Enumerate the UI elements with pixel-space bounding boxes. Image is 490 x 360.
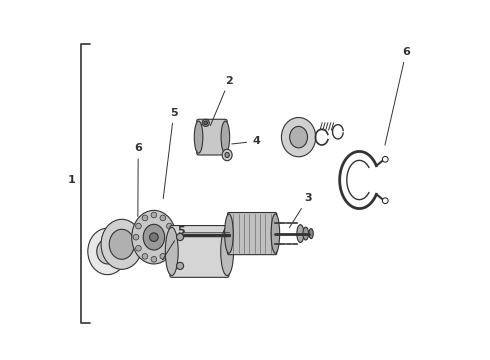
Circle shape — [167, 223, 172, 229]
Circle shape — [133, 234, 139, 240]
Ellipse shape — [220, 227, 234, 275]
Ellipse shape — [309, 229, 313, 239]
Ellipse shape — [222, 149, 232, 161]
Text: 3: 3 — [290, 193, 312, 228]
Circle shape — [160, 253, 166, 259]
Ellipse shape — [225, 153, 229, 157]
Circle shape — [204, 121, 207, 125]
Text: 5: 5 — [163, 226, 185, 260]
Ellipse shape — [194, 121, 203, 153]
Ellipse shape — [88, 228, 127, 275]
Circle shape — [149, 233, 158, 242]
Ellipse shape — [132, 210, 176, 264]
Ellipse shape — [290, 126, 308, 148]
Ellipse shape — [101, 219, 143, 269]
FancyBboxPatch shape — [170, 226, 229, 277]
Circle shape — [151, 212, 157, 218]
Text: 5: 5 — [163, 108, 177, 199]
Text: 2: 2 — [210, 76, 233, 126]
Text: 6: 6 — [134, 143, 142, 216]
Circle shape — [167, 246, 172, 251]
FancyBboxPatch shape — [197, 119, 227, 155]
Circle shape — [136, 223, 141, 229]
Ellipse shape — [281, 117, 316, 157]
Ellipse shape — [97, 239, 118, 264]
Ellipse shape — [224, 214, 233, 253]
Ellipse shape — [165, 227, 178, 275]
Circle shape — [142, 253, 148, 259]
Ellipse shape — [271, 214, 280, 253]
Circle shape — [202, 119, 209, 126]
Circle shape — [176, 262, 184, 270]
Circle shape — [136, 246, 141, 251]
Ellipse shape — [297, 225, 304, 243]
Ellipse shape — [103, 247, 112, 256]
Ellipse shape — [221, 121, 230, 153]
Circle shape — [169, 234, 174, 240]
Ellipse shape — [303, 227, 309, 240]
Ellipse shape — [143, 224, 165, 250]
Circle shape — [151, 256, 157, 262]
Text: 1: 1 — [68, 175, 75, 185]
Circle shape — [176, 233, 184, 240]
Circle shape — [160, 215, 166, 221]
Text: 4: 4 — [232, 136, 260, 146]
Text: 6: 6 — [385, 47, 410, 145]
FancyBboxPatch shape — [227, 212, 277, 255]
Circle shape — [142, 215, 148, 221]
Ellipse shape — [109, 229, 134, 259]
